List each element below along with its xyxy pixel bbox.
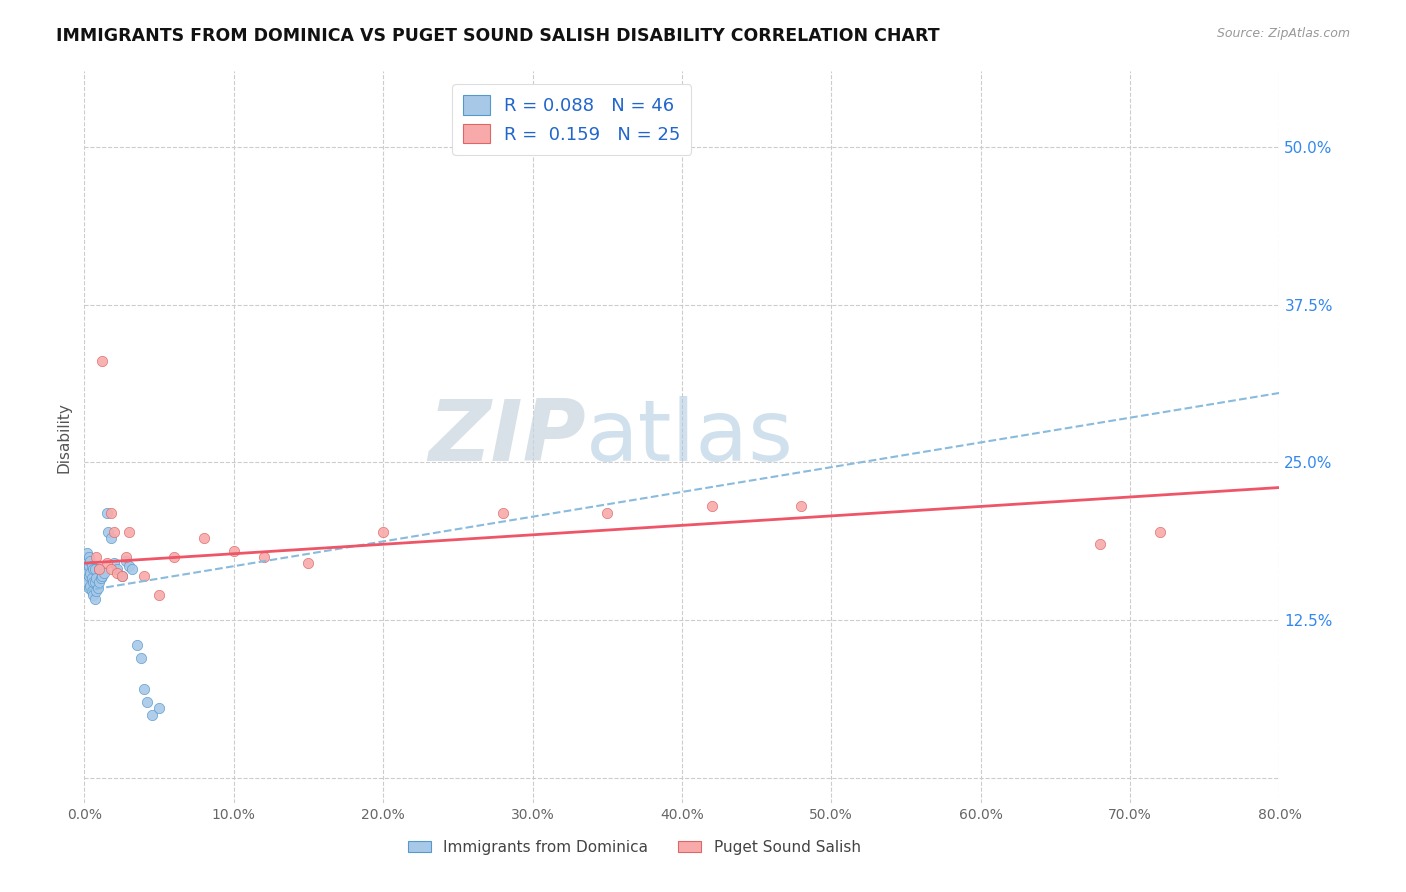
Point bbox=[111, 569, 134, 583]
Point bbox=[1149, 524, 1171, 539]
Point bbox=[89, 575, 111, 590]
Point bbox=[86, 583, 108, 598]
Point bbox=[75, 569, 97, 583]
Point bbox=[115, 554, 138, 568]
Point bbox=[97, 524, 120, 539]
Text: IMMIGRANTS FROM DOMINICA VS PUGET SOUND SALISH DISABILITY CORRELATION CHART: IMMIGRANTS FROM DOMINICA VS PUGET SOUND … bbox=[56, 27, 939, 45]
Point bbox=[77, 558, 100, 573]
Point bbox=[75, 556, 97, 570]
Text: atlas: atlas bbox=[586, 395, 794, 479]
Point bbox=[91, 569, 114, 583]
Point bbox=[83, 562, 105, 576]
Legend: Immigrants from Dominica, Puget Sound Salish: Immigrants from Dominica, Puget Sound Sa… bbox=[402, 834, 866, 861]
Point bbox=[596, 506, 619, 520]
Point bbox=[118, 558, 141, 573]
Point bbox=[100, 506, 122, 520]
Point bbox=[100, 562, 122, 576]
Point bbox=[87, 582, 110, 596]
Point bbox=[89, 562, 111, 576]
Point bbox=[492, 506, 515, 520]
Point bbox=[141, 707, 163, 722]
Point bbox=[83, 591, 105, 606]
Point bbox=[76, 566, 98, 581]
Point bbox=[297, 556, 319, 570]
Point bbox=[93, 566, 115, 581]
Point bbox=[121, 562, 143, 576]
Point bbox=[79, 579, 101, 593]
Point bbox=[82, 562, 104, 576]
Point bbox=[125, 638, 148, 652]
Point bbox=[790, 500, 813, 514]
Point bbox=[96, 556, 118, 570]
Point bbox=[148, 701, 170, 715]
Point bbox=[76, 556, 98, 570]
Point bbox=[77, 582, 100, 596]
Point bbox=[82, 588, 104, 602]
Point bbox=[100, 531, 122, 545]
Point bbox=[96, 506, 118, 520]
Point bbox=[80, 583, 103, 598]
Point bbox=[373, 524, 395, 539]
Point bbox=[82, 575, 104, 590]
Point bbox=[193, 531, 215, 545]
Point bbox=[115, 549, 138, 564]
Point bbox=[86, 549, 108, 564]
Point bbox=[253, 549, 276, 564]
Point bbox=[132, 682, 156, 697]
Point bbox=[79, 554, 101, 568]
Point bbox=[86, 571, 108, 585]
Point bbox=[105, 562, 128, 576]
Point bbox=[163, 549, 186, 564]
Point bbox=[222, 543, 245, 558]
Point bbox=[75, 549, 97, 564]
Y-axis label: Disability: Disability bbox=[56, 401, 72, 473]
Point bbox=[105, 566, 128, 581]
Point bbox=[132, 569, 156, 583]
Point bbox=[103, 524, 125, 539]
Point bbox=[148, 588, 170, 602]
Point bbox=[1090, 537, 1112, 551]
Point bbox=[76, 575, 98, 590]
Point bbox=[77, 549, 100, 564]
Point bbox=[79, 566, 101, 581]
Point bbox=[83, 575, 105, 590]
Text: Source: ZipAtlas.com: Source: ZipAtlas.com bbox=[1216, 27, 1350, 40]
Point bbox=[80, 558, 103, 573]
Point bbox=[136, 695, 159, 709]
Point bbox=[111, 569, 134, 583]
Point bbox=[700, 500, 723, 514]
Point bbox=[118, 524, 141, 539]
Point bbox=[80, 571, 103, 585]
Point bbox=[90, 571, 112, 585]
Point bbox=[103, 556, 125, 570]
Text: ZIP: ZIP bbox=[429, 395, 586, 479]
Point bbox=[89, 562, 111, 576]
Point bbox=[76, 546, 98, 560]
Point bbox=[129, 650, 152, 665]
Point bbox=[91, 354, 114, 368]
Point bbox=[77, 569, 100, 583]
